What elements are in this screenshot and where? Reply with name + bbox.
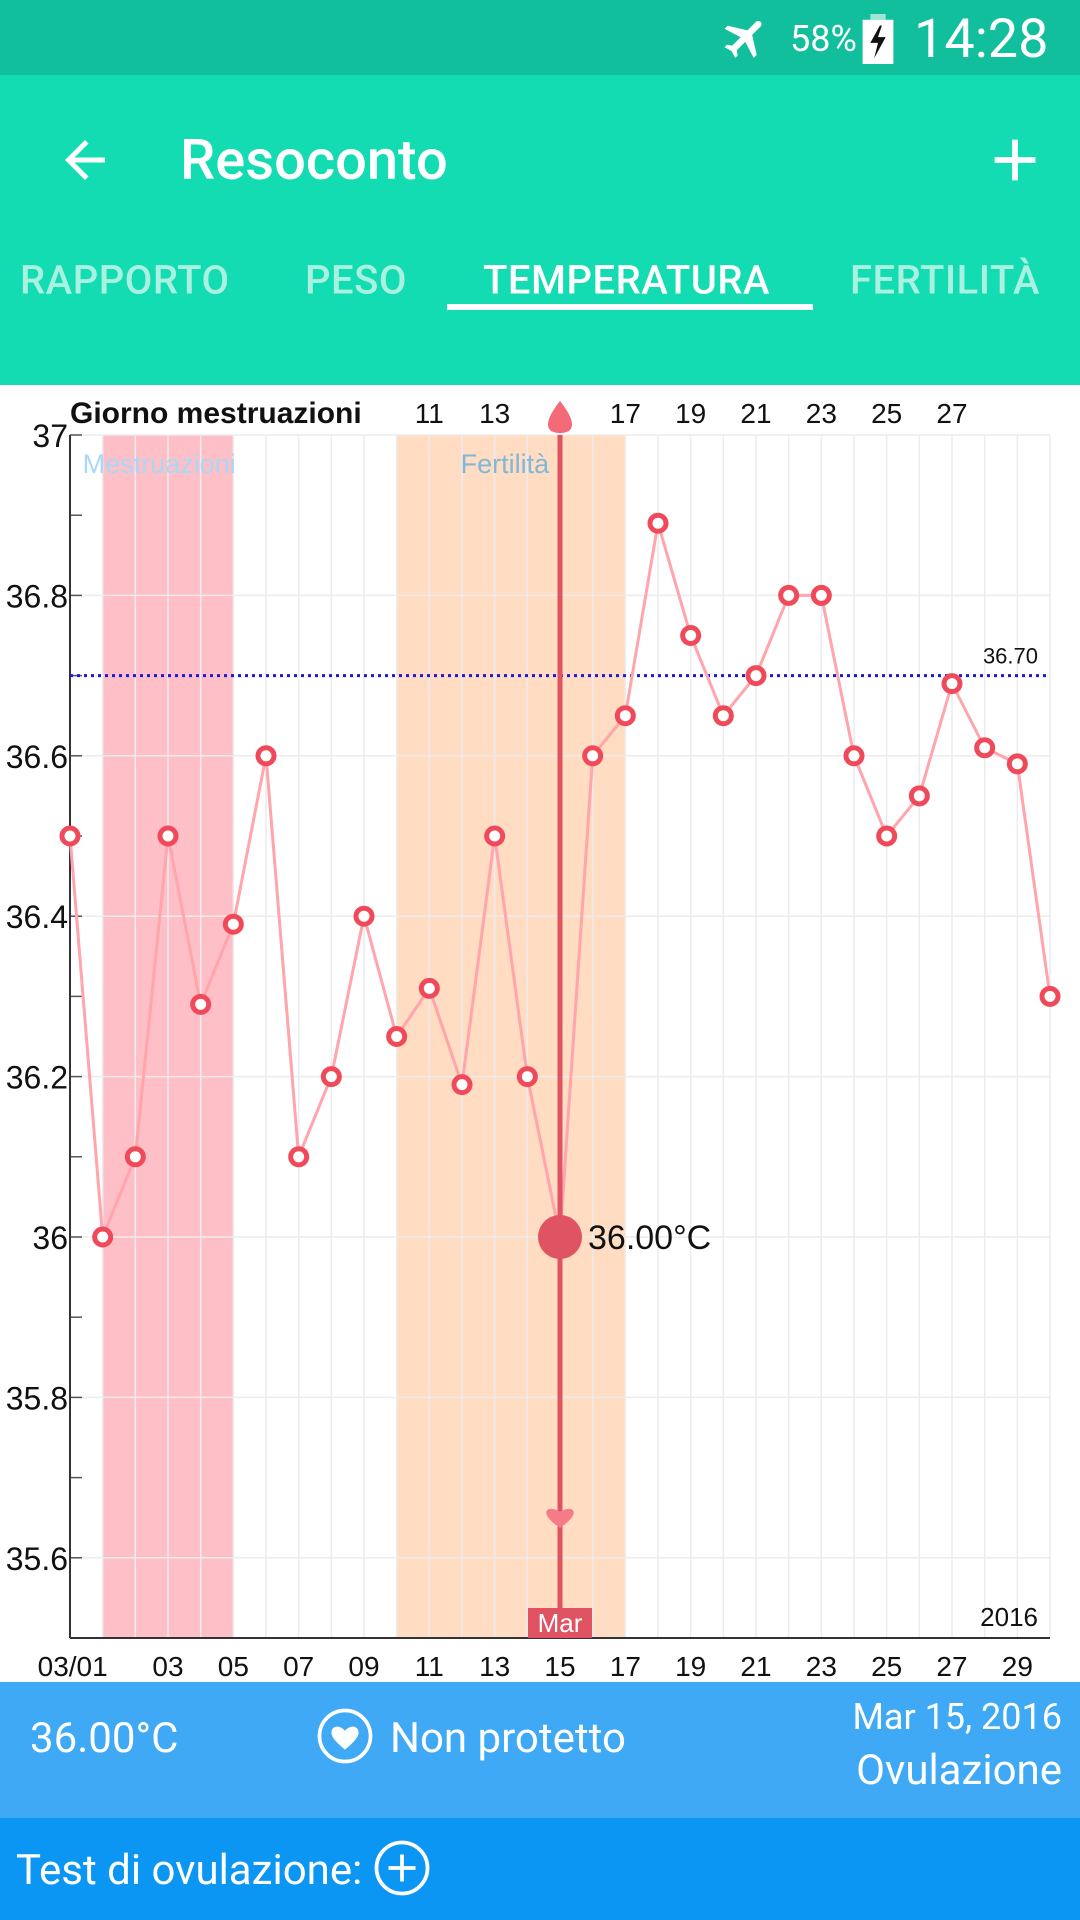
data-point: [353, 905, 375, 927]
data-point: [810, 584, 832, 606]
y-tick-label: 36.4: [6, 899, 68, 935]
temperature-chart-svg[interactable]: Mestruazioni Fertilità 37 36.8 36.6 36.4 36.2 3…: [0, 385, 1080, 1682]
data-point: [1039, 985, 1061, 1007]
selected-date: Mar 15, 2016: [852, 1696, 1062, 1738]
data-point: [222, 913, 244, 935]
tab-fertilita[interactable]: FERTILITÀ: [850, 256, 1041, 304]
reference-line-label: 36.70: [983, 644, 1038, 669]
data-point: [516, 1066, 538, 1088]
x-tick-label: 25: [871, 1651, 902, 1682]
data-point: [320, 1066, 342, 1088]
band-label-1: Fertilità: [461, 449, 550, 479]
x-tick-label: 13: [479, 1651, 510, 1682]
data-point: [255, 745, 277, 767]
ovulation-test-bar: Test di ovulazione:: [0, 1818, 1080, 1920]
temperature-chart[interactable]: Mestruazioni Fertilità 37 36.8 36.6 36.4 36.2 3…: [0, 385, 1080, 1682]
data-point: [843, 745, 865, 767]
band-1: [396, 435, 626, 1638]
selected-point-label: 36.00°C: [588, 1219, 711, 1257]
tab-rapporto[interactable]: RAPPORTO: [20, 256, 230, 304]
x-tick-label: 27: [936, 1651, 967, 1682]
y-tick-label: 36.2: [6, 1060, 68, 1096]
cycle-day-label: 11: [415, 398, 444, 429]
y-tick-label: 36.6: [6, 739, 68, 775]
data-point: [190, 993, 212, 1015]
data-point: [418, 977, 440, 999]
x-tick-label: 05: [218, 1651, 249, 1682]
cycle-day-label: 27: [936, 398, 967, 429]
cycle-day-label: 13: [479, 398, 510, 429]
battery-percent: 58%: [790, 18, 857, 60]
data-point: [288, 1146, 310, 1168]
data-point: [124, 1146, 146, 1168]
cycle-day-label: 21: [740, 398, 771, 429]
drop-icon: [548, 401, 572, 433]
data-point: [157, 825, 179, 847]
arrow-back-icon[interactable]: [55, 130, 115, 190]
tab-temperatura[interactable]: TEMPERATURA: [483, 256, 771, 304]
selected-day-badge: [528, 1608, 592, 1638]
page-title: Resoconto: [180, 127, 448, 193]
x-tick-label: 15: [544, 1651, 575, 1682]
tab-peso[interactable]: PESO: [305, 256, 407, 304]
heart-marker-icon: [546, 1508, 574, 1528]
selected-temperature: 36.00°C: [30, 1714, 179, 1763]
data-point: [908, 785, 930, 807]
data-point: [582, 745, 604, 767]
heart-icon[interactable]: [315, 1706, 375, 1766]
data-point: [614, 705, 636, 727]
protection-status[interactable]: Non protetto: [390, 1714, 626, 1763]
year-label: 2016: [980, 1602, 1038, 1632]
x-tick-label: 29: [1002, 1651, 1033, 1682]
cycle-day-label: 17: [610, 398, 641, 429]
y-tick-label: 36.8: [6, 578, 68, 614]
data-point: [941, 673, 963, 695]
cycle-phase: Ovulazione: [856, 1746, 1062, 1795]
x-tick-label: 21: [740, 1651, 771, 1682]
data-point: [451, 1074, 473, 1096]
cycle-day-label: 23: [806, 398, 837, 429]
ovulation-test-label: Test di ovulazione:: [16, 1846, 363, 1895]
tab-indicator: [447, 304, 813, 310]
y-tick-label: 36: [32, 1220, 68, 1256]
cycle-day-label: 25: [871, 398, 902, 429]
data-point: [59, 825, 81, 847]
data-point: [647, 512, 669, 534]
battery-charging-icon: [862, 14, 894, 64]
x-tick-label: 19: [675, 1651, 706, 1682]
data-point: [1006, 753, 1028, 775]
cycle-header-label: Giorno mestruazioni: [70, 397, 362, 430]
y-tick-label: 37: [32, 418, 68, 454]
x-tick-label: 03/01: [38, 1651, 108, 1682]
selected-data-point: [538, 1215, 582, 1259]
plus-icon[interactable]: [980, 125, 1050, 195]
x-tick-label: 11: [415, 1651, 444, 1682]
data-point: [745, 665, 767, 687]
y-tick-label: 35.8: [6, 1380, 68, 1416]
airplane-mode-icon: [724, 20, 762, 58]
info-bar: 36.00°C Non protetto Mar 15, 2016 Ovulaz…: [0, 1682, 1080, 1818]
data-point: [386, 1026, 408, 1047]
x-tick-label: 07: [283, 1651, 314, 1682]
data-point: [484, 825, 506, 847]
x-tick-label: 09: [348, 1651, 379, 1682]
data-point: [778, 584, 800, 606]
selected-day-badge-label: Mar: [538, 1608, 583, 1638]
x-tick-label: 17: [610, 1651, 641, 1682]
cycle-day-label: 19: [675, 398, 706, 429]
app-bar: Resoconto: [0, 75, 1080, 385]
plus-circle-icon[interactable]: [372, 1838, 432, 1898]
tab-bar: RAPPORTO PESO TEMPERATURA FERTILITÀ: [0, 200, 1080, 310]
x-tick-label: 03: [152, 1651, 183, 1682]
data-point: [876, 825, 898, 847]
band-label-0: Mestruazioni: [83, 449, 236, 479]
clock: 14:28: [914, 8, 1049, 71]
status-bar: 58% 14:28: [0, 0, 1080, 75]
data-point: [92, 1226, 114, 1248]
data-point: [974, 737, 996, 759]
y-tick-label: 35.6: [6, 1541, 68, 1577]
x-tick-label: 23: [806, 1651, 837, 1682]
data-point: [680, 625, 702, 646]
data-point: [712, 705, 734, 727]
